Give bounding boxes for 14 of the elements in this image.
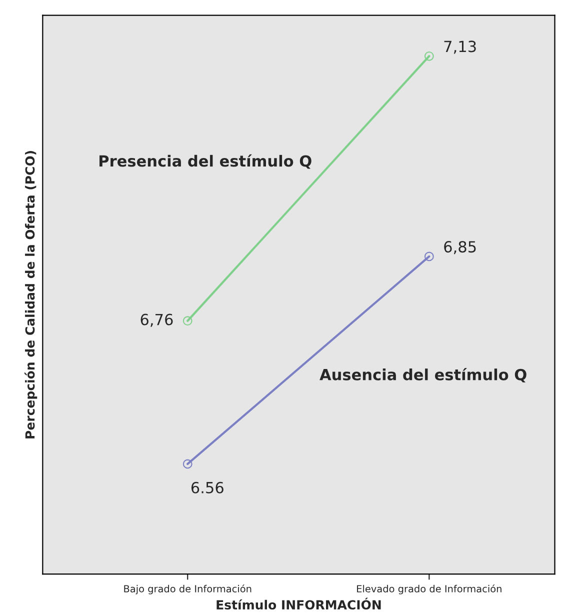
x-axis-title: Estímulo INFORMACIÓN xyxy=(216,598,381,610)
point xyxy=(424,51,434,61)
series-label: Presencia del estímulo Q xyxy=(100,154,312,169)
point xyxy=(424,252,434,262)
x-tick-label: Elevado grado de Información xyxy=(357,584,502,594)
data-label: 6,76 xyxy=(140,314,173,327)
data-label: 7,13 xyxy=(444,40,476,54)
data-label: 6.56 xyxy=(191,482,224,494)
x-tick-label: Bajo grado de Información xyxy=(124,584,252,594)
data-label: 6,85 xyxy=(444,241,476,254)
point xyxy=(182,459,192,469)
series-label: Ausencia del estímulo Q xyxy=(320,368,526,382)
point xyxy=(182,316,192,326)
y-axis-title: Percepción de Calidad de la Oferta (PCO) xyxy=(24,151,38,438)
